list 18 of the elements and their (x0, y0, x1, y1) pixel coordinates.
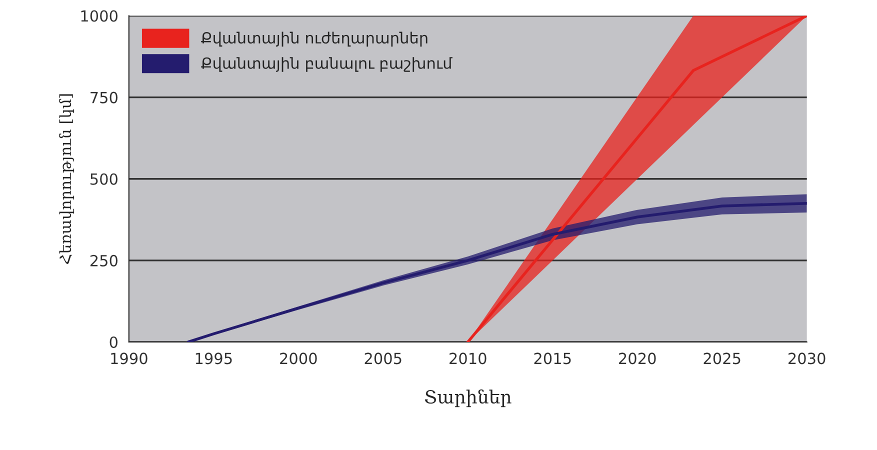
x-tick-label: 2020 (619, 352, 656, 364)
x-axis-title: Տարիներ (424, 389, 512, 408)
x-tick-label: 1990 (111, 352, 148, 364)
x-tick-label: 2025 (704, 352, 740, 364)
x-tick-label: 2030 (788, 352, 826, 364)
y-tick-label: 1000 (81, 10, 118, 22)
y-tick-label: 500 (90, 173, 118, 185)
y-tick-label: 0 (110, 336, 118, 348)
legend-label: Քվանտային ուժեղարարներ (201, 32, 428, 47)
x-tick-label: 2010 (450, 352, 486, 364)
y-tick-label: 750 (90, 92, 118, 104)
y-tick-label: 250 (90, 254, 118, 266)
x-tick-label: 2005 (364, 352, 402, 364)
x-tick-label: 1995 (196, 352, 232, 364)
legend-label: Քվանտային բանալու բաշխում (201, 57, 452, 72)
x-tick-label: 2015 (534, 352, 571, 364)
y-axis-title: Հեռավորություն [կմ] (59, 94, 74, 264)
x-tick-label: 2000 (280, 352, 317, 364)
